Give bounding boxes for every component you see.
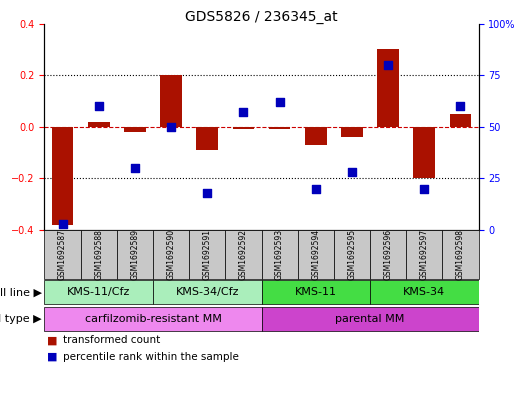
Bar bbox=[377, 50, 399, 127]
Bar bbox=[442, 230, 479, 279]
Bar bbox=[44, 230, 81, 279]
Text: percentile rank within the sample: percentile rank within the sample bbox=[63, 352, 238, 362]
Bar bbox=[160, 75, 182, 127]
Text: GSM1692593: GSM1692593 bbox=[275, 229, 284, 280]
Bar bbox=[298, 230, 334, 279]
Point bbox=[348, 169, 356, 175]
Bar bbox=[334, 230, 370, 279]
Bar bbox=[153, 230, 189, 279]
Text: GSM1692594: GSM1692594 bbox=[311, 229, 320, 280]
Point bbox=[167, 123, 175, 130]
Bar bbox=[124, 127, 146, 132]
Text: transformed count: transformed count bbox=[63, 336, 160, 345]
Bar bbox=[225, 230, 262, 279]
Bar bbox=[189, 230, 225, 279]
Text: GSM1692596: GSM1692596 bbox=[383, 229, 393, 280]
Text: carfilzomib-resistant MM: carfilzomib-resistant MM bbox=[85, 314, 221, 324]
Point bbox=[95, 103, 103, 109]
Text: GSM1692587: GSM1692587 bbox=[58, 229, 67, 280]
Text: cell type ▶: cell type ▶ bbox=[0, 314, 42, 324]
Text: GDS5826 / 236345_at: GDS5826 / 236345_at bbox=[185, 10, 338, 24]
Text: GSM1692598: GSM1692598 bbox=[456, 229, 465, 280]
Bar bbox=[262, 307, 479, 331]
Text: KMS-34/Cfz: KMS-34/Cfz bbox=[176, 287, 239, 298]
Text: GSM1692590: GSM1692590 bbox=[166, 229, 176, 280]
Bar bbox=[117, 230, 153, 279]
Text: GSM1692588: GSM1692588 bbox=[94, 229, 103, 280]
Bar bbox=[406, 230, 442, 279]
Bar bbox=[197, 127, 218, 150]
Point bbox=[456, 103, 464, 109]
Bar bbox=[450, 114, 471, 127]
Text: KMS-11: KMS-11 bbox=[295, 287, 337, 298]
Text: KMS-34: KMS-34 bbox=[403, 287, 446, 298]
Text: GSM1692597: GSM1692597 bbox=[420, 229, 429, 280]
Text: ■: ■ bbox=[47, 352, 58, 362]
Bar bbox=[44, 307, 262, 331]
Bar bbox=[262, 280, 370, 305]
Bar bbox=[88, 121, 110, 127]
Point bbox=[276, 99, 284, 105]
Text: parental MM: parental MM bbox=[335, 314, 405, 324]
Point bbox=[312, 185, 320, 192]
Text: cell line ▶: cell line ▶ bbox=[0, 287, 42, 298]
Bar bbox=[370, 280, 479, 305]
Text: ■: ■ bbox=[47, 336, 58, 345]
Bar bbox=[341, 127, 363, 137]
Point bbox=[203, 189, 211, 196]
Bar bbox=[269, 127, 290, 129]
Bar bbox=[81, 230, 117, 279]
Bar bbox=[262, 230, 298, 279]
Point bbox=[131, 165, 139, 171]
Bar bbox=[370, 230, 406, 279]
Point bbox=[420, 185, 428, 192]
Text: GSM1692591: GSM1692591 bbox=[203, 229, 212, 280]
Text: GSM1692595: GSM1692595 bbox=[347, 229, 357, 280]
Bar bbox=[233, 127, 254, 129]
Bar bbox=[413, 127, 435, 178]
Text: GSM1692589: GSM1692589 bbox=[130, 229, 140, 280]
Bar bbox=[44, 280, 153, 305]
Point bbox=[59, 220, 67, 227]
Text: GSM1692592: GSM1692592 bbox=[239, 229, 248, 280]
Bar bbox=[153, 280, 262, 305]
Point bbox=[384, 62, 392, 68]
Point bbox=[239, 109, 247, 116]
Bar bbox=[305, 127, 326, 145]
Bar bbox=[52, 127, 73, 225]
Text: KMS-11/Cfz: KMS-11/Cfz bbox=[67, 287, 130, 298]
